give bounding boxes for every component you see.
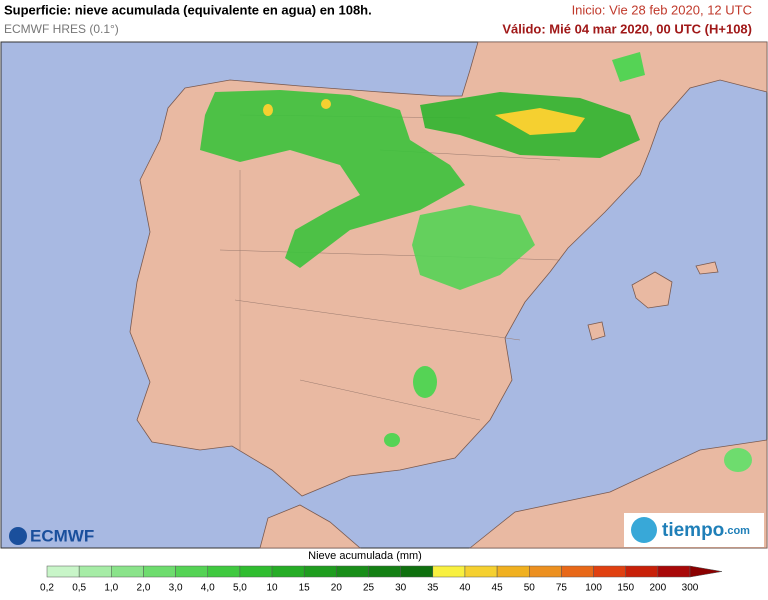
legend-label: 3,0 (169, 583, 183, 594)
legend-label: 50 (524, 583, 536, 594)
ecmwf-logo: ECMWF (9, 526, 94, 545)
legend-swatch (464, 565, 498, 578)
legend-label: 45 (492, 583, 504, 594)
legend-swatch (303, 565, 337, 578)
legend-label: 4,0 (201, 583, 215, 594)
title: Superficie: nieve acumulada (equivalente… (4, 2, 372, 17)
legend-swatch (271, 565, 305, 578)
legend-swatch (143, 565, 176, 578)
model: ECMWF HRES (0.1°) (4, 22, 119, 36)
legend-swatch (175, 565, 209, 578)
legend-label: 5,0 (233, 583, 247, 594)
africa-west (259, 504, 362, 549)
snow-area-high (321, 99, 331, 109)
legend-label: 25 (363, 583, 375, 594)
legend-swatch (593, 565, 626, 578)
tiempo-name: tiempo (662, 520, 724, 541)
legend-label: 75 (556, 583, 568, 594)
legend-label: 40 (459, 583, 471, 594)
legend-label: 20 (331, 583, 343, 594)
ibiza (587, 321, 606, 341)
legend-swatch (400, 565, 434, 578)
legend-label: 2,0 (136, 583, 150, 594)
legend-label: 35 (427, 583, 439, 594)
map (0, 41, 768, 549)
snow-area (413, 366, 437, 398)
snow-area (724, 448, 752, 472)
legend-swatch (625, 565, 659, 578)
legend-swatch (111, 565, 144, 578)
snow-area-high (495, 108, 585, 135)
legend-swatch (432, 565, 466, 578)
legend-swatch (529, 565, 562, 578)
ecmwf-icon (9, 527, 27, 545)
menorca (695, 261, 719, 275)
tiempo-icon (631, 517, 657, 543)
legend-label: 150 (617, 583, 634, 594)
init-time: Inicio: Vie 28 feb 2020, 12 UTC (572, 2, 752, 17)
legend-label: 300 (682, 583, 699, 594)
snow-area (612, 52, 645, 82)
legend-swatch (336, 565, 369, 578)
snow-area (412, 205, 535, 290)
snow-area (384, 433, 400, 447)
legend-swatch (496, 565, 530, 578)
legend: 0,2 0,5 1,0 2,0 3,0 4,0 5,0 10 15 20 25 30 35 40 45 50 7… (40, 565, 723, 594)
legend-swatch (239, 565, 273, 578)
legend-swatch (46, 565, 80, 578)
tiempo-text: tiempo.com (662, 520, 750, 541)
legend-label: 0,2 (40, 583, 54, 594)
legend-label: 10 (266, 583, 278, 594)
legend-title: Nieve acumulada (mm) (308, 550, 422, 562)
legend-label: 1,0 (104, 583, 118, 594)
legend-label: 30 (395, 583, 407, 594)
legend-label: 15 (299, 583, 311, 594)
legend-swatch (368, 565, 401, 578)
snow-area (200, 90, 465, 268)
legend-swatch (207, 565, 241, 578)
tiempo-logo: tiempo.com (624, 513, 764, 547)
tiempo-suffix: .com (724, 525, 750, 537)
legend-label: 100 (585, 583, 602, 594)
valid-time: Válido: Mié 04 mar 2020, 00 UTC (H+108) (502, 21, 752, 36)
mallorca (631, 271, 673, 309)
legend-label: 200 (650, 583, 667, 594)
snow-area-high (263, 104, 273, 116)
ecmwf-text: ECMWF (30, 526, 94, 545)
legend-arrow (689, 565, 723, 578)
legend-label: 0,5 (72, 583, 86, 594)
legend-swatch (78, 565, 112, 578)
legend-swatch (657, 565, 691, 578)
legend-swatch (561, 565, 594, 578)
